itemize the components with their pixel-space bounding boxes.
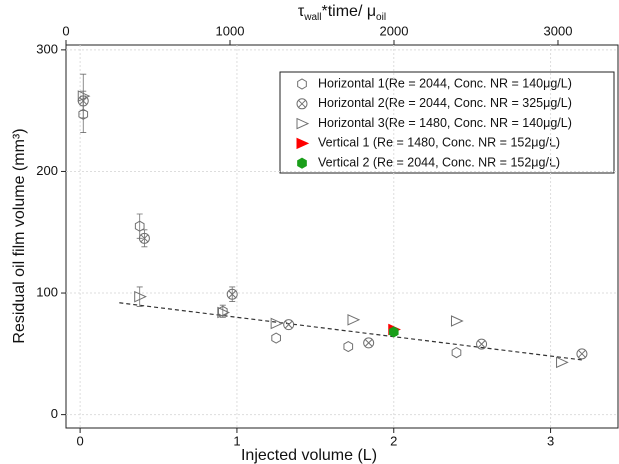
legend-label: Horizontal 3(Re = 1480, Conc. NR = 140μg… — [318, 116, 572, 130]
y-tick-label: 300 — [36, 41, 58, 56]
marker — [226, 288, 238, 300]
marker — [270, 317, 284, 330]
marker — [134, 290, 147, 303]
x2-label-part: *time/ μ — [321, 3, 376, 20]
marker — [388, 326, 399, 338]
error-bar — [136, 286, 143, 307]
legend-label: Vertical 2 (Re = 2044, Conc. NR = 152μg/… — [318, 155, 560, 169]
legend: Horizontal 1(Re = 2044, Conc. NR = 140μg… — [279, 71, 615, 174]
marker — [363, 337, 375, 349]
x-tick-label: 2 — [390, 433, 397, 448]
legend-marker — [296, 137, 310, 150]
marker — [556, 356, 569, 369]
marker — [450, 315, 464, 327]
x2-label-part: oil — [376, 12, 386, 23]
x2-label-part: wall — [303, 12, 321, 23]
marker — [451, 347, 462, 359]
x2-label-part: τ — [298, 3, 305, 20]
x-tick-label: 0 — [76, 433, 83, 448]
x2-tick-label: 2000 — [380, 23, 409, 38]
y-axis-label: Residual oil film volume (mm³) — [11, 128, 28, 343]
x-tick-label: 3 — [547, 433, 554, 448]
legend-label: Horizontal 1(Re = 2044, Conc. NR = 140μg… — [318, 76, 572, 90]
marker — [271, 332, 281, 344]
marker — [576, 348, 588, 360]
plot-frame — [65, 44, 619, 429]
x2-tick-label: 3000 — [544, 23, 573, 38]
marker — [78, 108, 89, 120]
x2-axis-label: τwall*time/ μoil — [298, 3, 386, 22]
marker — [347, 314, 361, 326]
legend-marker — [297, 78, 307, 90]
legend-box — [279, 71, 615, 174]
marker — [138, 232, 150, 244]
x2-tick-label: 1000 — [216, 23, 245, 38]
legend-marker — [297, 157, 307, 169]
marker — [77, 90, 91, 102]
x-tick-label: 1 — [233, 433, 240, 448]
error-bar — [80, 73, 87, 119]
y-tick-label: 100 — [36, 284, 58, 299]
legend-marker — [296, 98, 308, 110]
marker — [476, 338, 488, 350]
marker — [217, 306, 231, 319]
marker — [283, 319, 295, 331]
y-tick-label: 0 — [51, 406, 58, 421]
legend-marker — [296, 117, 310, 130]
x2-tick-label: 0 — [62, 23, 69, 38]
error-bar — [136, 213, 143, 239]
legend-label: Vertical 1 (Re = 1480, Conc. NR = 152μg/… — [318, 136, 560, 150]
marker — [343, 340, 354, 353]
x-axis-label: Injected volume (L) — [241, 447, 377, 464]
trend-line — [119, 302, 583, 361]
marker — [134, 220, 145, 232]
y-tick-label: 200 — [36, 163, 58, 178]
legend-label: Horizontal 2(Re = 2044, Conc. NR = 325μg… — [318, 96, 572, 110]
marker — [217, 305, 228, 317]
